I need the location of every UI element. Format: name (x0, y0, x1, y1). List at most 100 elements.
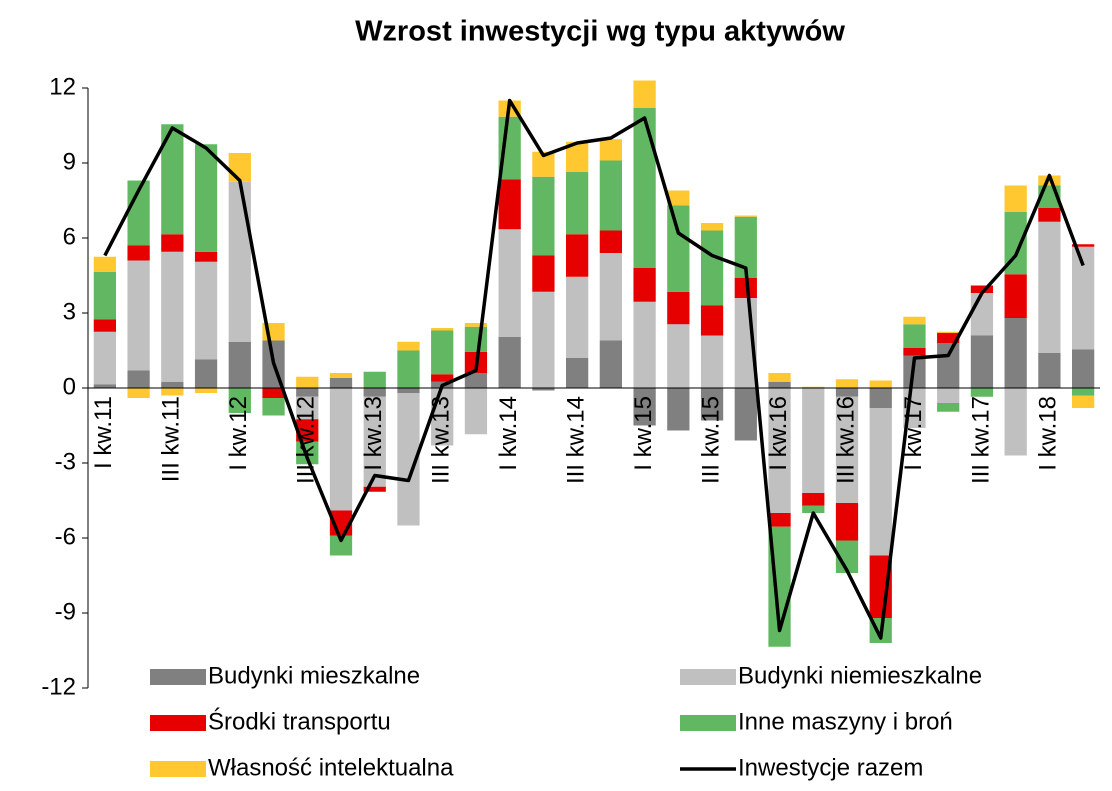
bar-segment (700, 223, 724, 231)
x-tick-label: I kw.17 (900, 396, 927, 471)
bar-segment (194, 251, 218, 262)
bar-segment (566, 276, 589, 358)
bar-segment (667, 190, 690, 206)
bar-segment (802, 388, 825, 493)
bar-segment (532, 151, 555, 177)
bar-segment (296, 376, 319, 388)
bar-segment (296, 396, 319, 420)
bar-segment (869, 380, 892, 388)
bar-segment (667, 205, 690, 292)
bar-segment (903, 348, 926, 356)
bar-segment (633, 108, 656, 268)
x-tick-label: III kw.12 (293, 396, 320, 484)
bar-segment (633, 268, 656, 302)
chart-title: Wzrost inwestycji wg typu aktywów (355, 16, 845, 48)
legend-label: Budynki niemieszkalne (738, 662, 982, 689)
legend-label: Własność intelektualna (208, 754, 454, 781)
x-tick-label: I kw.16 (765, 396, 792, 471)
bar-segment (869, 388, 892, 408)
bars (93, 80, 1095, 647)
bar-segment (228, 181, 251, 342)
bar-segment (363, 371, 386, 388)
bar-segment (1004, 185, 1027, 212)
legend-swatch (150, 761, 206, 777)
bar-segment (397, 341, 420, 351)
bar-segment (903, 324, 926, 348)
bar-segment (1072, 388, 1095, 396)
bar-segment (599, 139, 622, 161)
bar-segment (431, 374, 454, 382)
bar-segment (599, 340, 622, 388)
bar-segment (937, 343, 960, 388)
bar-segment (127, 388, 150, 398)
bar-segment (768, 373, 791, 382)
bar-segment (1004, 318, 1027, 388)
bar-segment (1038, 353, 1061, 388)
bar-segment (397, 350, 420, 388)
x-tick-label: III kw.15 (697, 396, 724, 484)
bar-segment (835, 540, 859, 573)
x-tick-label: III kw.13 (428, 396, 455, 484)
bar-segment (802, 386, 825, 388)
bar-segment (667, 324, 690, 388)
x-tick-label: III kw.16 (832, 396, 859, 484)
bar-segment (127, 370, 150, 388)
bar-segment (937, 333, 960, 343)
bar-segment (194, 261, 218, 360)
bar-segment (329, 388, 353, 511)
bar-segment (296, 419, 319, 442)
bar-segment (228, 153, 251, 182)
bar-segment (1004, 388, 1027, 456)
bar-segment (566, 358, 589, 388)
bar-segment (1072, 395, 1095, 408)
bar-segment (937, 388, 960, 403)
bar-segment (869, 408, 892, 556)
bar-segment (835, 379, 859, 388)
y-tick-label: 9 (63, 148, 76, 175)
x-tick-label: I kw.11 (90, 396, 117, 469)
bar-segment (532, 388, 555, 391)
legend-swatch (680, 715, 736, 731)
x-tick-label: I kw.13 (360, 396, 387, 471)
bar-segment (835, 396, 859, 503)
bar-segment (734, 216, 757, 278)
bar-segment (363, 388, 386, 397)
bar-segment (498, 229, 521, 337)
bar-segment (464, 326, 488, 352)
bar-segment (532, 291, 555, 388)
bar-segment (970, 293, 994, 336)
bar-segment (937, 331, 960, 333)
bar-segment (498, 179, 521, 230)
bar-segment (127, 260, 150, 371)
bar-segment (262, 388, 285, 398)
bar-segment (93, 384, 116, 388)
bar-segment (1004, 211, 1027, 275)
legend-swatch (150, 715, 206, 731)
bar-segment (464, 323, 488, 327)
legend-swatch (680, 669, 736, 685)
bar-segment (127, 245, 150, 261)
bar-segment (161, 251, 184, 382)
bar-segment (363, 396, 386, 487)
bar-segment (768, 513, 791, 527)
bar-segment (1004, 274, 1027, 318)
bar-segment (228, 341, 251, 388)
bar-segment (329, 373, 353, 378)
legend-label: Środki transportu (208, 707, 391, 735)
legend-swatch (150, 669, 206, 685)
bar-segment (599, 253, 622, 341)
x-tick-label: III kw.11 (158, 396, 185, 482)
x-tick-label: I kw.15 (630, 396, 657, 471)
bar-segment (397, 393, 420, 526)
bar-segment (431, 330, 454, 375)
bar-segment (633, 388, 656, 426)
bar-segment (1038, 175, 1061, 186)
y-tick-label: -12 (41, 673, 76, 700)
bar-segment (431, 328, 454, 331)
bar-segment (532, 176, 555, 256)
bar-segment (329, 535, 353, 556)
bar-segment (1072, 246, 1095, 350)
bar-segment (161, 234, 184, 252)
x-tick-label: I kw.12 (225, 396, 252, 471)
